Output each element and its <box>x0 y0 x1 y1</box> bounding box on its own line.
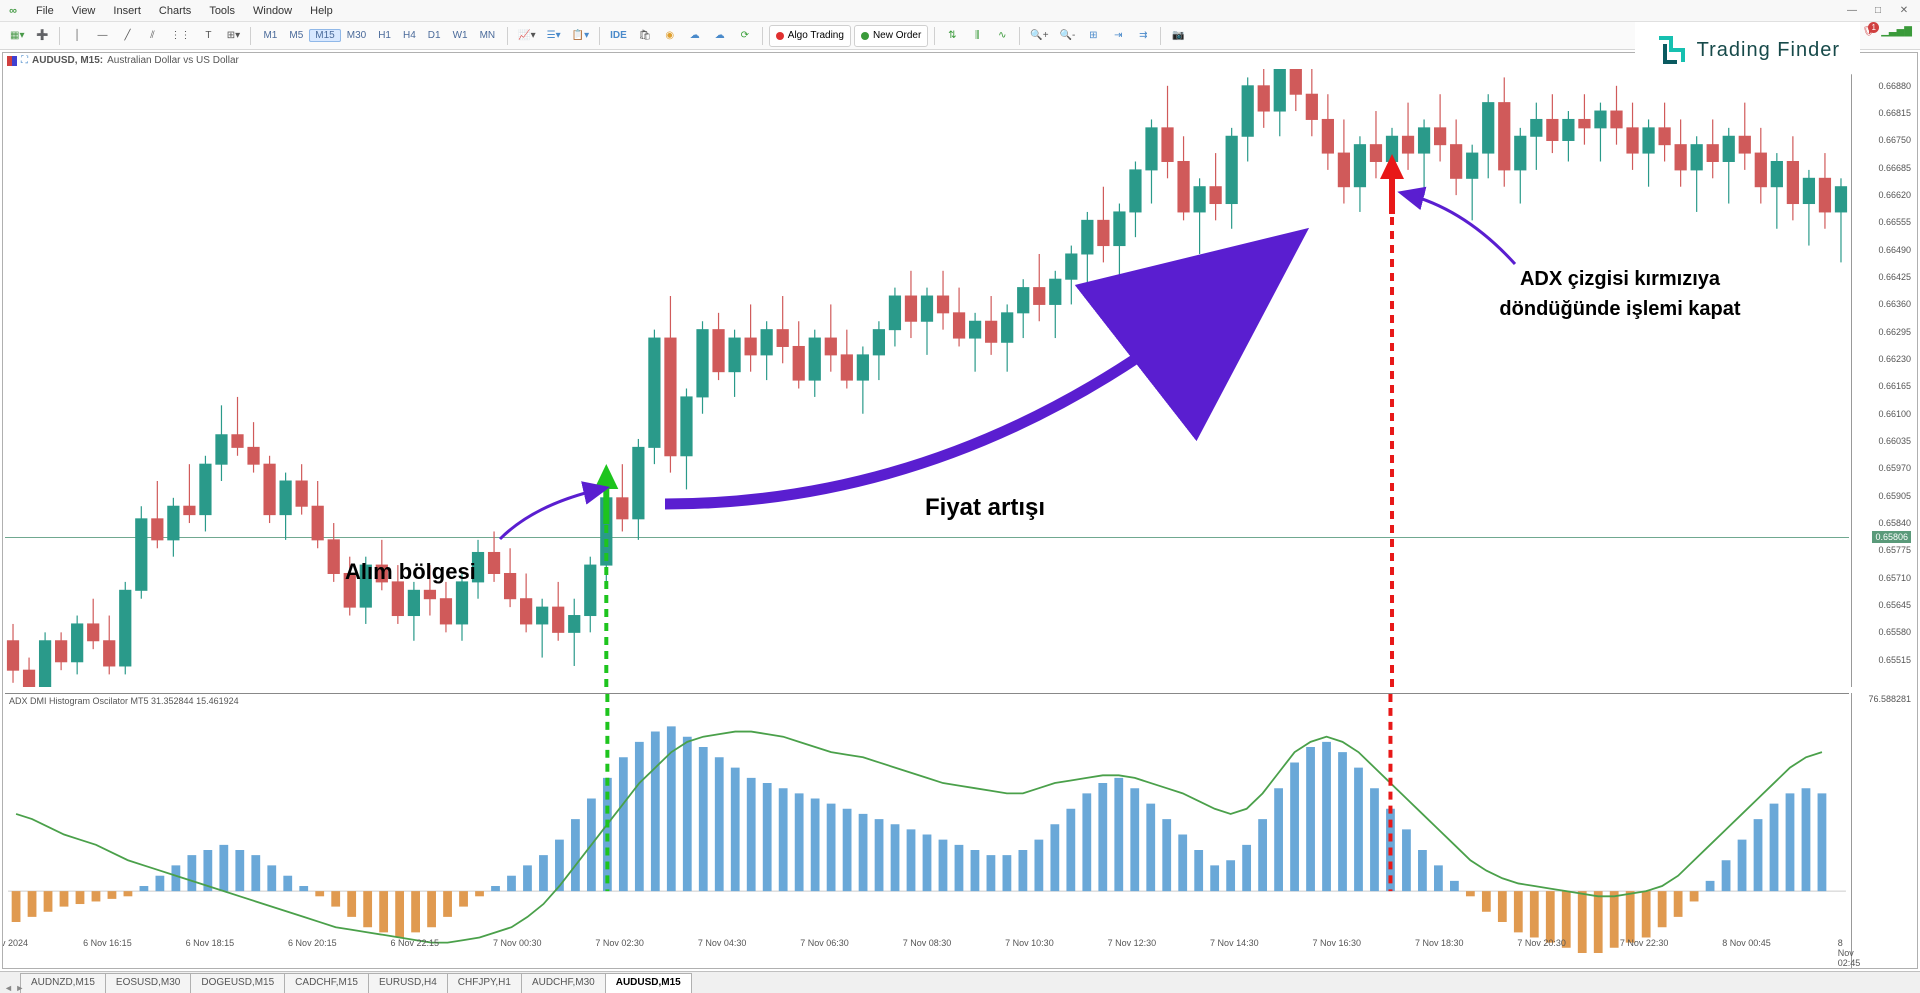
timeframe-M30[interactable]: M30 <box>341 29 372 42</box>
signal-icon[interactable]: ◉ <box>659 25 681 47</box>
fibo-icon[interactable]: ⋮⋮ <box>166 25 194 47</box>
minimize-icon[interactable]: — <box>1842 5 1862 16</box>
maximize-icon[interactable]: □ <box>1868 5 1888 16</box>
tab-DOGEUSD-M15[interactable]: DOGEUSD,M15 <box>190 973 285 993</box>
annotation-buy-zone: Alım bölgesi <box>345 559 476 585</box>
timeframe-M15[interactable]: M15 <box>309 29 340 42</box>
chart-symbol-icon <box>7 56 17 66</box>
algo-status-icon <box>776 32 784 40</box>
x-axis-time: 6 Nov 20246 Nov 16:156 Nov 18:156 Nov 20… <box>5 938 1849 952</box>
shift-icon[interactable]: ⇥ <box>1107 25 1129 47</box>
menu-window[interactable]: Window <box>245 3 300 19</box>
indicator-icon[interactable]: ☰▾ <box>543 25 565 47</box>
candles-icon[interactable]: ⫼ <box>966 25 988 47</box>
new-chart-icon[interactable]: ▦▾ <box>6 25 28 47</box>
timeframe-H4[interactable]: H4 <box>397 29 422 42</box>
template-icon[interactable]: 📋▾ <box>568 25 593 47</box>
screenshot-icon[interactable]: 📷 <box>1167 25 1189 47</box>
tab-nav[interactable]: ◄ ► <box>4 983 24 993</box>
vline-icon[interactable]: │ <box>66 25 88 47</box>
tab-EOSUSD-M30[interactable]: EOSUSD,M30 <box>105 973 191 993</box>
line-icon[interactable]: ∿ <box>991 25 1013 47</box>
y-axis-price: 0.668800.668150.667500.666850.666200.665… <box>1851 69 1915 687</box>
tradingfinder-icon <box>1655 34 1687 66</box>
window-controls: — □ ✕ <box>1842 5 1914 16</box>
expand-icon[interactable]: ⛶ <box>21 55 28 66</box>
menu-file[interactable]: File <box>28 3 62 19</box>
timeframe-W1[interactable]: W1 <box>447 29 474 42</box>
timeframe-M1[interactable]: M1 <box>257 29 283 42</box>
grid-icon[interactable]: ⊞ <box>1082 25 1104 47</box>
tab-EURUSD-H4[interactable]: EURUSD,H4 <box>368 973 448 993</box>
close-icon[interactable]: ✕ <box>1894 5 1914 16</box>
y-axis-indicator: 76.588281-39.555696 <box>1851 693 1915 969</box>
new-order-button[interactable]: New Order <box>854 25 928 47</box>
trendline-icon[interactable]: ╱ <box>116 25 138 47</box>
tab-CHFJPY-H1[interactable]: CHFJPY,H1 <box>447 973 522 993</box>
zoomin-icon[interactable]: 🔍+ <box>1026 25 1052 47</box>
menu-insert[interactable]: Insert <box>105 3 149 19</box>
ide-button[interactable]: IDE <box>606 25 631 47</box>
equidistant-icon[interactable]: ⫽ <box>141 25 163 47</box>
menu-view[interactable]: View <box>64 3 104 19</box>
order-status-icon <box>861 32 869 40</box>
timeframe-M5[interactable]: M5 <box>283 29 309 42</box>
current-price-tag: 0.65806 <box>1872 531 1911 543</box>
tab-AUDNZD-M15[interactable]: AUDNZD,M15 <box>20 973 106 993</box>
chart-tabs: ◄ ► AUDNZD,M15EOSUSD,M30DOGEUSD,M15CADCH… <box>0 971 1920 993</box>
price-chart[interactable]: Alım bölgesi Fiyat artışı ADX çizgisi kı… <box>5 69 1849 687</box>
objects-icon[interactable]: ⊞▾ <box>222 25 244 47</box>
autoscroll-icon[interactable]: ⇉ <box>1132 25 1154 47</box>
timeframe-MN[interactable]: MN <box>474 29 502 42</box>
menubar: ∞ File View Insert Charts Tools Window H… <box>0 0 1920 22</box>
tab-AUDUSD-M15[interactable]: AUDUSD,M15 <box>605 973 692 993</box>
market-icon[interactable]: 🛍 <box>634 25 656 47</box>
app-logo-icon: ∞ <box>6 4 20 18</box>
chart-title: ⛶ AUDUSD, M15: Australian Dollar vs US D… <box>7 55 239 66</box>
tab-AUDCHF-M30[interactable]: AUDCHF,M30 <box>521 973 606 993</box>
cursor-icon[interactable]: ➕ <box>31 25 53 47</box>
notify-icon[interactable]: 🛡1 <box>1863 26 1876 37</box>
annotation-close-trade: ADX çizgisi kırmızıya döndüğünde işlemi … <box>1475 264 1765 324</box>
menu-charts[interactable]: Charts <box>151 3 199 19</box>
timeframe-H1[interactable]: H1 <box>372 29 397 42</box>
brand-logo: Trading Finder <box>1635 22 1860 78</box>
zoomout-icon[interactable]: 🔍- <box>1056 25 1080 47</box>
vps-icon[interactable]: ☁ <box>684 25 706 47</box>
algo-trading-button[interactable]: Algo Trading <box>769 25 851 47</box>
signal-bar-icon: ▁▃▅▇ <box>1881 26 1912 37</box>
vps2-icon[interactable]: ☁ <box>709 25 731 47</box>
indicator-panel[interactable]: ADX DMI Histogram Oscilator MT5 31.35284… <box>5 693 1849 969</box>
text-icon[interactable]: T <box>197 25 219 47</box>
menu-tools[interactable]: Tools <box>201 3 243 19</box>
timeframe-D1[interactable]: D1 <box>422 29 447 42</box>
annotation-price-rise: Fiyat artışı <box>925 494 1045 522</box>
hline-icon[interactable]: — <box>91 25 113 47</box>
tab-CADCHF-M15[interactable]: CADCHF,M15 <box>284 973 369 993</box>
chart-area[interactable]: ⛶ AUDUSD, M15: Australian Dollar vs US D… <box>2 52 1918 969</box>
chart-type-icon[interactable]: 📈▾ <box>514 25 539 47</box>
depth-icon[interactable]: ⇅ <box>941 25 963 47</box>
toolbar: ▦▾ ➕ │ — ╱ ⫽ ⋮⋮ T ⊞▾ M1M5M15M30H1H4D1W1M… <box>0 22 1920 50</box>
menu-help[interactable]: Help <box>302 3 341 19</box>
refresh-icon[interactable]: ⟳ <box>734 25 756 47</box>
